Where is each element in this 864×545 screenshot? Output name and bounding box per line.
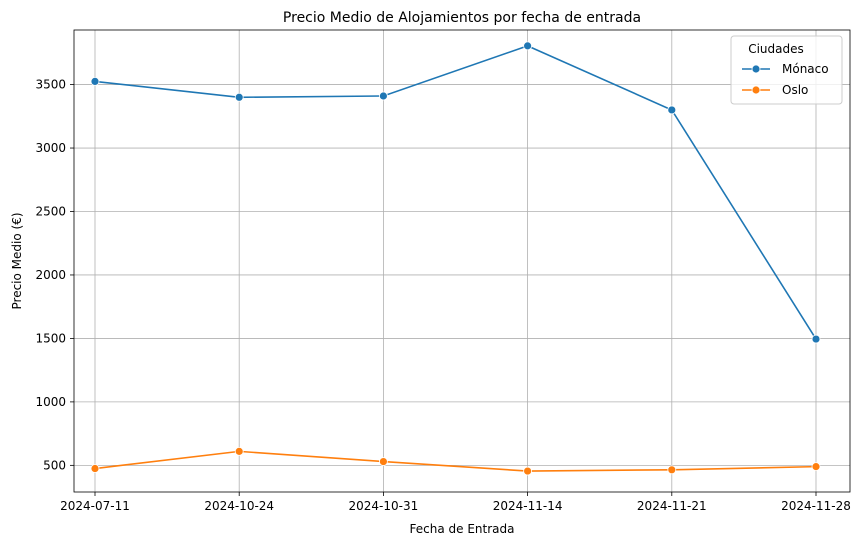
series-line — [94, 45, 817, 340]
legend-item: Oslo — [742, 83, 808, 97]
data-point — [667, 465, 677, 475]
plot-area-frame — [73, 29, 851, 493]
x-tick-label: 2024-11-28 — [781, 499, 851, 513]
y-tick-label: 1500 — [35, 331, 66, 345]
y-tick-label: 3500 — [35, 78, 66, 92]
data-point — [378, 91, 388, 101]
data-point — [378, 457, 388, 466]
series-layer — [90, 41, 821, 476]
legend-items: Mónaco Oslo — [742, 62, 829, 97]
data-point — [667, 105, 677, 115]
x-tick-label: 2024-11-21 — [637, 499, 707, 513]
legend-label: Oslo — [782, 83, 808, 97]
y-tick-label: 3000 — [35, 141, 66, 155]
y-tick-label: 2500 — [35, 205, 66, 219]
x-tick-label: 2024-10-31 — [349, 499, 419, 513]
y-tick-label: 1000 — [35, 395, 66, 409]
x-tick-label: 2024-10-24 — [204, 499, 274, 513]
series — [90, 446, 821, 476]
legend-label: Mónaco — [782, 62, 829, 76]
data-point — [811, 334, 821, 344]
x-tick-label: 2024-11-14 — [493, 499, 563, 513]
data-point — [811, 462, 821, 472]
x-axis: 2024-07-11 2024-10-24 2024-10-31 2024-11-14… — [60, 492, 851, 513]
legend-item: Mónaco — [742, 62, 829, 76]
series — [90, 41, 821, 344]
legend-marker — [751, 64, 761, 74]
legend: Ciudades Mónaco Oslo — [730, 35, 843, 105]
y-tick-label: 500 — [43, 458, 66, 472]
data-point — [234, 446, 244, 456]
data-point — [234, 92, 244, 102]
x-axis-label: Fecha de Entrada — [410, 522, 515, 536]
y-axis: 500 1000 1500 2000 2500 3000 3500 — [35, 78, 74, 472]
data-point — [90, 464, 100, 473]
grid-lines — [74, 30, 850, 492]
y-axis-label: Precio Medio (€) — [10, 212, 24, 309]
chart-title: Precio Medio de Alojamientos por fecha d… — [283, 10, 641, 26]
data-point — [523, 41, 532, 51]
x-tick-label: 2024-07-11 — [60, 499, 130, 513]
series-line — [94, 450, 817, 472]
data-point — [523, 466, 532, 476]
data-point — [90, 77, 100, 86]
legend-marker — [751, 85, 761, 95]
legend-title: Ciudades — [748, 42, 804, 56]
y-tick-label: 2000 — [35, 268, 66, 282]
